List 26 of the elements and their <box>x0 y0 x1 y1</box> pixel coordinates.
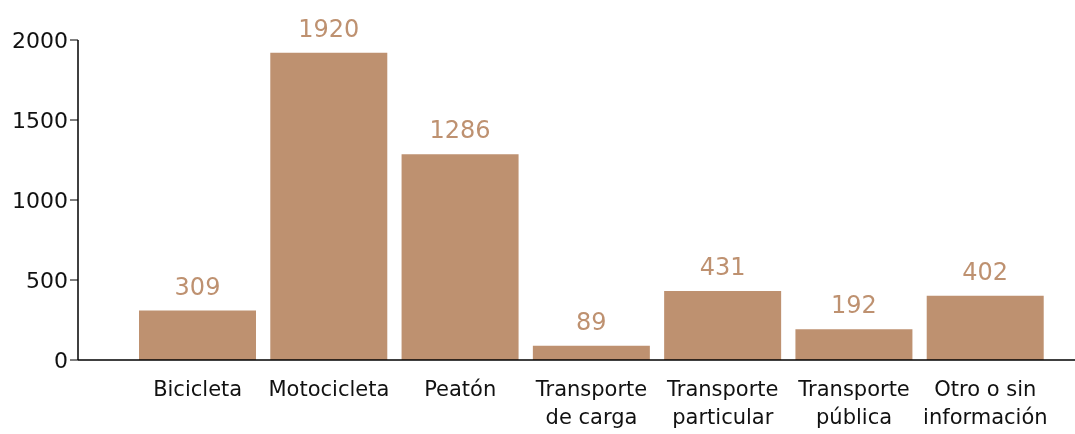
bar <box>270 52 388 360</box>
bar <box>532 345 650 360</box>
bar <box>926 295 1044 360</box>
x-tick-label: Transporte pública <box>797 377 910 429</box>
bar <box>139 310 256 360</box>
y-tick-label: 2000 <box>12 27 68 53</box>
data-label: 402 <box>962 257 1009 286</box>
data-label: 309 <box>174 272 221 301</box>
data-label: 89 <box>576 307 607 336</box>
x-tick-label: Otro o sin información <box>923 377 1048 429</box>
bar <box>401 154 519 360</box>
bar <box>664 291 782 360</box>
x-tick-label: Motocicleta <box>268 377 390 401</box>
data-label: 192 <box>831 291 877 320</box>
x-tick-label: Transporte de carga <box>534 377 648 429</box>
y-tick-label: 1000 <box>12 187 68 213</box>
y-tick-label: 500 <box>26 267 68 293</box>
x-tick-label: Bicicleta <box>153 377 243 401</box>
y-tick-label: 1500 <box>12 107 68 133</box>
y-tick-label: 0 <box>54 347 68 373</box>
data-label: 1286 <box>429 116 491 145</box>
x-tick-label: Peatón <box>424 377 497 401</box>
data-label: 431 <box>699 253 746 282</box>
bar <box>795 329 913 360</box>
x-tick-label: Transporte particular <box>666 377 779 429</box>
data-label: 1920 <box>298 14 360 43</box>
